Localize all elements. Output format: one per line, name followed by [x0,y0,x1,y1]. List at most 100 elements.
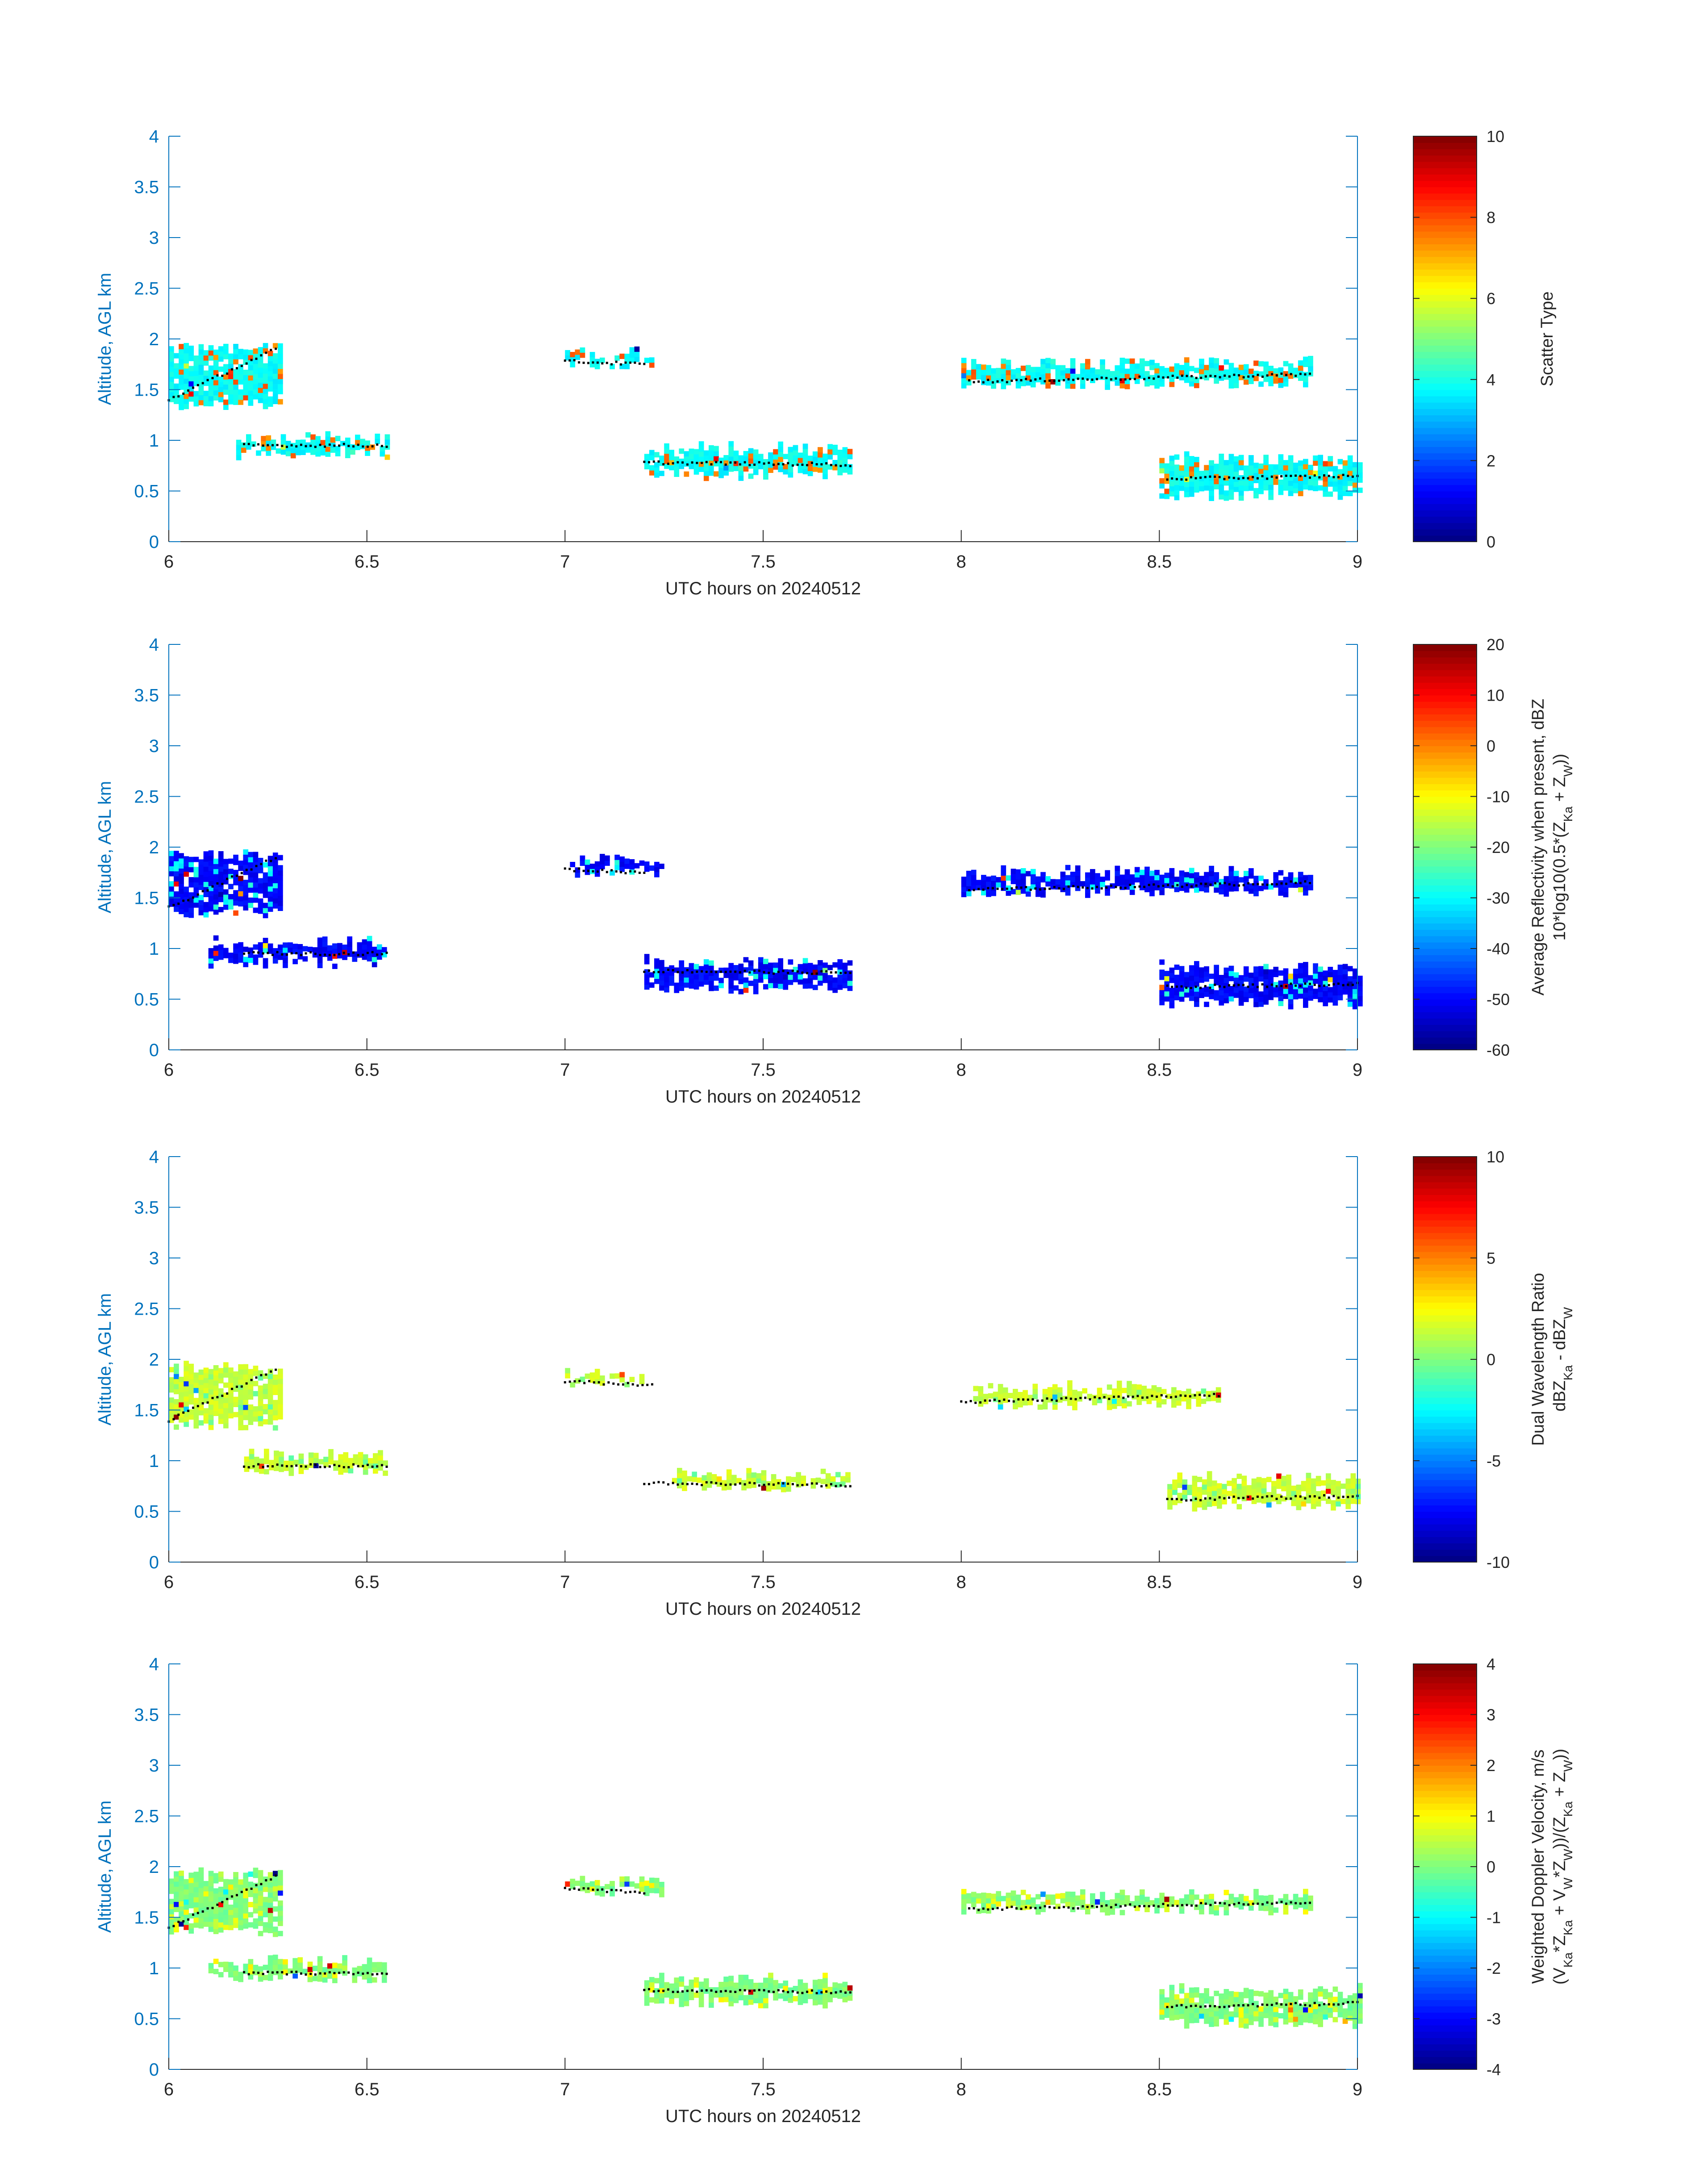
data-cell [1060,1893,1066,1899]
data-cell [1337,1992,1343,1997]
data-cell [1172,1489,1178,1495]
colorbar-segment [1413,485,1477,492]
data-cell [1238,2002,1244,2008]
data-cell [1268,2000,1274,2006]
y-tick-label: 1 [149,1451,159,1471]
data-cell [976,880,981,886]
data-cell [1233,992,1239,998]
data-cell [203,1413,209,1419]
data-cell [174,876,179,882]
cloud-base-dot [691,1483,693,1485]
data-cell [993,1391,998,1397]
y-tick-label: 3.5 [134,178,159,197]
data-cell [1332,486,1338,492]
data-cell [778,958,783,964]
data-cell [812,456,818,462]
colorbar-segment [1413,1024,1477,1032]
colorbar-segment [1413,790,1477,797]
data-cell [1124,358,1130,364]
data-cell [1253,991,1259,997]
cloud-base-dot [1323,474,1325,477]
y-tick-label: 2.5 [134,787,159,807]
data-cell [243,354,249,360]
data-cell [218,381,224,387]
cloud-base-dot [796,970,799,973]
colorbar-label: Scatter Type [1538,292,1557,387]
data-cell [1214,969,1219,975]
data-cell [1315,1501,1321,1507]
data-cell [971,880,977,886]
data-cell [1263,1997,1269,2003]
cloud-base-dot [1077,886,1079,888]
data-cell [223,948,229,953]
data-cell [723,973,729,978]
data-cell [1085,892,1090,898]
data-cell [837,979,843,985]
cloud-base-dot [362,445,364,448]
data-cell [267,1383,273,1389]
data-cell [1032,1383,1038,1389]
data-cell [278,1399,283,1404]
data-cell [786,1476,791,1482]
data-cell [188,376,194,381]
data-cell [337,948,342,953]
data-cell [684,1996,689,2002]
data-cell [244,1467,250,1472]
data-cell [223,1392,229,1398]
data-cell [272,378,278,384]
data-cell [193,857,199,862]
data-cell [174,901,179,907]
cloud-base-dot [1108,1398,1111,1400]
cloud-base-dot [968,379,970,382]
data-cell [1047,1397,1053,1403]
data-cell [1151,1390,1157,1396]
cloud-base-dot [1194,477,1197,480]
cloud-base-dot [172,1418,175,1421]
data-cell [802,459,808,464]
data-cell [1149,891,1155,897]
data-cell [188,1872,194,1878]
data-cell [267,1975,273,1981]
data-cell [213,1385,219,1391]
colorbar-tick-label: -30 [1487,889,1510,907]
data-cell [1164,489,1170,494]
data-cell [272,1906,278,1912]
data-cell [263,389,268,394]
data-cell [827,980,833,986]
cloud-base-dot [1190,476,1192,479]
data-cell [1197,1492,1203,1497]
data-cell [362,1969,367,1975]
data-cell [1167,1504,1173,1510]
data-cell [233,1882,238,1888]
data-cell [263,1404,268,1409]
data-cell [1268,366,1274,371]
data-cell [1228,2016,1234,2022]
data-cell [253,374,259,379]
data-cell [184,1366,189,1371]
data-cell [1283,485,1289,491]
data-cell [1357,487,1363,493]
data-cell [565,355,570,361]
data-cell [233,1877,238,1883]
cloud-base-dot [801,1484,804,1487]
data-cell [763,2003,768,2009]
cloud-base-dot [1151,1395,1153,1397]
cloud-base-dot [1036,1400,1039,1402]
data-cell [728,1991,734,1997]
data-cell [1194,462,1199,468]
data-cell [1115,870,1120,876]
data-cell [203,1911,209,1917]
panel-2: 00.511.522.533.546 6.5 7 7.5 8 8.5 9Altitude, … [95,635,1575,1107]
data-cell [1273,2006,1279,2012]
data-cell [223,369,229,375]
data-cell [1164,976,1170,982]
data-cell [1283,1909,1289,1915]
cloud-base-dot [825,1484,828,1487]
data-cell [266,450,271,456]
data-cell [753,989,759,994]
data-cell [332,1963,338,1968]
data-cell [1013,1389,1018,1395]
data-cell [213,1903,219,1909]
data-cell [198,905,204,911]
data-cell [649,1882,655,1888]
